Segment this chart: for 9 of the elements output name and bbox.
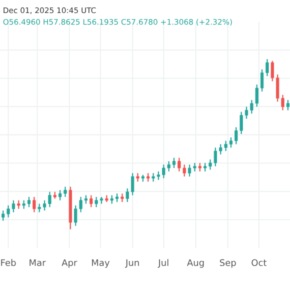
x-tick-label: May	[92, 259, 110, 268]
x-tick-label: Oct	[252, 259, 267, 266]
x-tick-label: Jul	[158, 259, 168, 268]
x-tick-label: Mar	[30, 259, 46, 266]
x-tick-label: Jun	[125, 259, 139, 268]
x-tick-label: Feb	[1, 259, 16, 266]
x-tick-label: Aug	[187, 259, 204, 268]
x-tick-label: Apr	[62, 259, 78, 268]
x-tick-label: Sep	[220, 259, 236, 268]
